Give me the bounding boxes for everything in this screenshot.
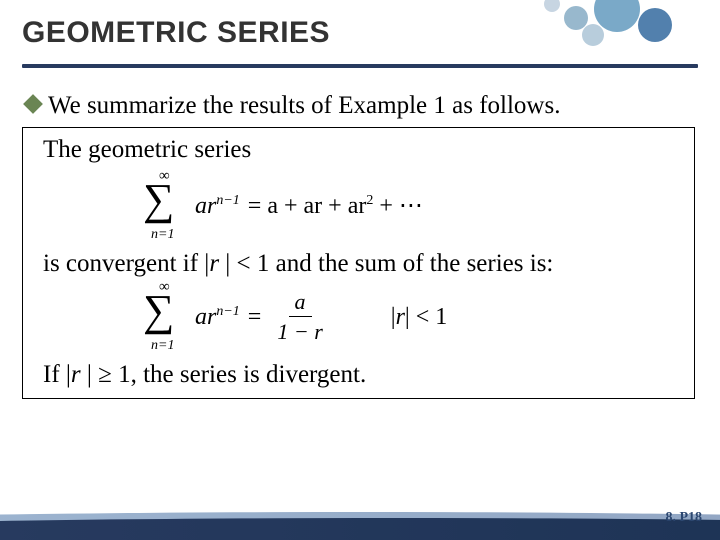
series-tail: + ⋯ [373, 193, 423, 219]
sigma-icon-2: ∞ ∑ n=1 [143, 281, 191, 353]
sigma2-lower: n=1 [151, 337, 174, 355]
conv-text-b: | < 1 and the sum of the series is: [219, 250, 553, 277]
sum-fraction: a 1 − r [275, 288, 324, 346]
box-intro: The geometric series [43, 134, 674, 165]
content-area: We summarize the results of Example 1 as… [0, 68, 720, 399]
frac-numerator: a [289, 288, 312, 318]
sigma-icon: ∞ ∑ n=1 [143, 170, 191, 242]
cond-r: r [396, 304, 405, 330]
sum-formula: ∞ ∑ n=1 arn−1 = a 1 − r |r| < 1 [143, 281, 674, 353]
frac-denominator: 1 − r [275, 317, 324, 346]
series-term-base: ar [195, 193, 216, 219]
sigma2-symbol: ∑ [143, 289, 174, 333]
series-term-exp: n−1 [216, 193, 239, 208]
footer-wave-front [0, 518, 720, 540]
sum-term: arn−1 [195, 302, 240, 332]
conv-r: r [209, 250, 219, 277]
cond-b: | < 1 [405, 304, 447, 330]
diamond-bullet-icon [23, 94, 43, 114]
lead-text: We summarize the results of Example 1 as… [48, 90, 560, 121]
series-rhs: = a + ar + ar [248, 193, 367, 219]
theorem-box: The geometric series ∞ ∑ n=1 arn−1 = a +… [22, 127, 695, 399]
conv-text-a: is convergent if | [43, 250, 209, 277]
title-block: GEOMETRIC SERIES [0, 0, 720, 58]
lead-bullet: We summarize the results of Example 1 as… [44, 90, 690, 121]
divergence-line: If |r | ≥ 1, the series is divergent. [43, 359, 674, 390]
series-term: arn−1 [195, 191, 240, 221]
div-b: | ≥ 1, the series is divergent. [81, 361, 367, 388]
sum-eq: = [248, 302, 262, 332]
footer [0, 504, 720, 540]
sigma-symbol: ∑ [143, 178, 174, 222]
page-title: GEOMETRIC SERIES [22, 16, 720, 50]
sigma-lower: n=1 [151, 226, 174, 244]
sum-term-exp: n−1 [216, 304, 239, 319]
series-formula: ∞ ∑ n=1 arn−1 = a + ar + ar2 + ⋯ [143, 170, 674, 242]
sum-condition: |r| < 1 [391, 302, 448, 332]
sum-term-base: ar [195, 304, 216, 330]
div-r: r [71, 361, 81, 388]
div-a: If | [43, 361, 71, 388]
page-number: 8. P18 [665, 510, 702, 526]
series-expansion: = a + ar + ar2 + ⋯ [248, 191, 423, 221]
convergence-line: is convergent if |r | < 1 and the sum of… [43, 248, 674, 279]
